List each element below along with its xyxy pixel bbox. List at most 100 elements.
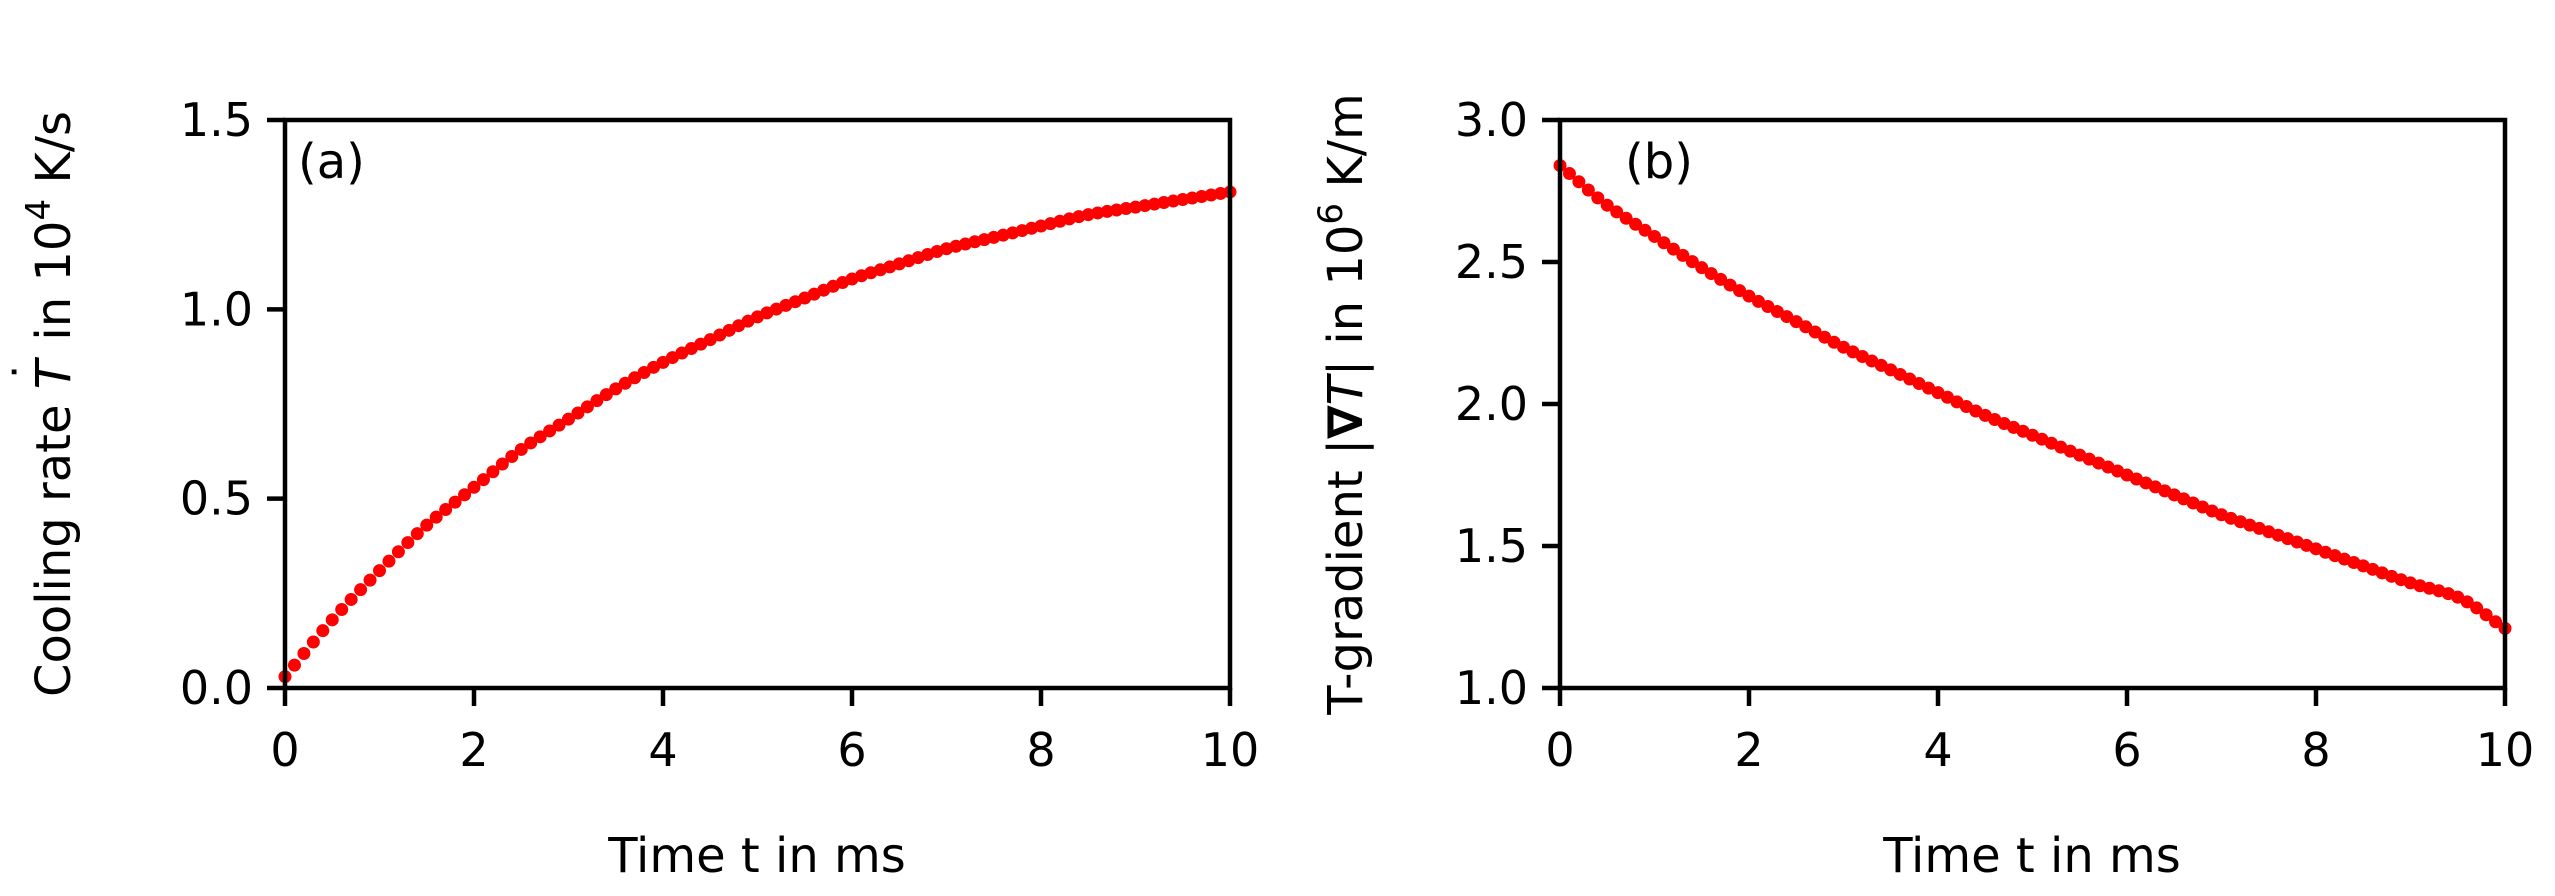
panel-a-y-label-dot: ˙ — [4, 360, 60, 384]
panel-a: 0 2 4 6 8 10 0.0 0.5 1.0 1.5 (a) Time t in ms Co… — [4, 93, 1259, 884]
panel-a-x-tick-label: 6 — [837, 723, 866, 777]
panel-a-x-tick-label: 4 — [648, 723, 677, 777]
panel-b-x-tick-label: 8 — [2301, 723, 2330, 777]
panel-a-y-tick-label: 0.5 — [180, 472, 253, 526]
panel-b-data-point — [1733, 284, 1747, 298]
panel-a-data-point — [373, 564, 386, 578]
panel-a-data-point — [410, 527, 424, 541]
panel-b-label: (b) — [1625, 134, 1693, 190]
panel-a-data-point — [476, 473, 490, 487]
panel-a-data-point — [580, 400, 594, 414]
panel-b-y-tick-label: 1.0 — [1455, 661, 1528, 715]
panel-a-data-point — [524, 436, 538, 450]
panel-a-label: (a) — [298, 134, 365, 190]
panel-a-data-point — [505, 449, 519, 463]
panel-b-data-point — [1629, 217, 1643, 231]
panel-b-y-label-exponent: 6 — [1311, 203, 1351, 225]
panel-b-data-point — [1619, 211, 1633, 225]
panel-b-data-point — [1610, 205, 1624, 219]
panel-a-y-label-unit: K/s — [26, 111, 82, 199]
panel-b-data-point — [1685, 255, 1699, 269]
panel-a-data-point — [325, 613, 339, 627]
panel-b-y-tick-label: 1.5 — [1455, 519, 1528, 573]
panel-a-data-point — [609, 382, 623, 396]
panel-b-y-label-middle: | in 10 — [1318, 225, 1374, 377]
panel-a-x-tick-label: 2 — [459, 723, 488, 777]
panel-a-x-axis-label: Time t in ms — [607, 828, 906, 884]
panel-b-data-point — [1714, 272, 1728, 286]
panel-b-data-points — [1553, 158, 2512, 635]
panel-b-x-ticks: 0 2 4 6 8 10 — [1545, 688, 2534, 777]
panel-b-data-point — [1704, 267, 1718, 281]
panel-a-data-point — [552, 418, 566, 432]
panel-b-data-point — [1695, 261, 1709, 275]
panel-a-data-point — [543, 424, 557, 438]
panel-a-y-ticks: 0.0 0.5 1.0 1.5 — [180, 93, 285, 715]
panel-a-x-ticks: 0 2 4 6 8 10 — [270, 688, 1259, 777]
panel-b-y-label-prefix: T-gradient | — [1318, 439, 1374, 716]
panel-b-data-point — [1666, 242, 1680, 256]
panel-b-data-point — [1657, 236, 1671, 250]
panel-a-data-point — [316, 624, 330, 638]
panel-b-y-tick-label: 3.0 — [1455, 93, 1528, 147]
panel-b-y-label-symbol: T — [1318, 372, 1374, 405]
panel-a-data-point — [335, 602, 349, 616]
panel-b-data-point — [1600, 198, 1614, 212]
panel-a-data-point — [514, 442, 528, 456]
panel-a-data-point — [448, 495, 462, 509]
panel-b-data-point — [1591, 191, 1605, 205]
panel-b-data-point — [1723, 278, 1737, 292]
panel-a-data-point — [571, 406, 585, 420]
panel-b-y-tick-label: 2.5 — [1455, 235, 1528, 289]
panel-b-x-tick-label: 2 — [1734, 723, 1763, 777]
panel-b-data-point — [1799, 320, 1813, 334]
panel-a-data-point — [429, 510, 443, 524]
panel-a-data-point — [354, 583, 368, 597]
panel-a-data-point — [458, 488, 472, 502]
panel-b-y-tick-label: 2.0 — [1455, 377, 1528, 431]
panel-a-plot-frame — [282, 117, 1233, 691]
panel-b-data-point — [1562, 167, 1576, 181]
panel-b-y-label-unit: K/m — [1318, 93, 1374, 203]
panel-a-data-point — [382, 554, 396, 568]
panel-a-data-point — [401, 536, 415, 550]
panel-b-data-point — [1572, 175, 1586, 189]
panel-b-x-axis-label: Time t in ms — [1882, 828, 2181, 884]
panel-a-data-point — [297, 647, 311, 661]
panel-a-x-tick-label: 10 — [1201, 723, 1260, 777]
panel-a-data-point — [439, 503, 453, 517]
panel-a-x-tick-label: 0 — [270, 723, 299, 777]
panel-a-data-point — [287, 658, 301, 672]
panel-b-x-tick-label: 4 — [1923, 723, 1952, 777]
panel-a-data-point — [599, 388, 613, 402]
panel-b-data-point — [2470, 601, 2484, 615]
panel-a-data-point — [306, 635, 320, 649]
panel-a-y-axis-label: Cooling rate T˙ in 104 K/s — [4, 111, 82, 697]
panel-a-y-tick-label: 1.5 — [180, 93, 253, 147]
panel-a-data-point — [495, 457, 509, 471]
panel-a-data-point — [628, 371, 642, 385]
panel-b-data-point — [2460, 595, 2474, 609]
panel-a-data-point — [618, 376, 632, 390]
panel-a-x-tick-label: 8 — [1026, 723, 1055, 777]
panel-b-y-axis-label: T-gradient |∇T| in 106 K/m — [1311, 93, 1374, 715]
panel-b-x-tick-label: 6 — [2112, 723, 2141, 777]
panel-a-data-point — [486, 465, 500, 479]
panel-b-y-ticks: 1.0 1.5 2.0 2.5 3.0 — [1455, 93, 1560, 715]
panel-b-x-tick-label: 0 — [1545, 723, 1574, 777]
panel-a-data-point — [420, 518, 434, 532]
panel-b: 0 2 4 6 8 10 1.0 1.5 2.0 2.5 3.0 (b) Time t in ms… — [1311, 93, 2534, 884]
panel-b-data-point — [1742, 289, 1756, 303]
panel-b-x-tick-label: 10 — [2476, 723, 2535, 777]
panel-a-y-label-prefix: Cooling rate — [26, 389, 82, 697]
panel-a-y-tick-label: 0.0 — [180, 661, 253, 715]
panel-a-y-label-symbol: T — [26, 356, 82, 389]
panel-b-data-point — [2479, 608, 2493, 622]
panel-a-data-point — [590, 394, 604, 408]
panel-b-y-label-nabla: ∇ — [1318, 405, 1374, 439]
panel-a-data-point — [467, 480, 481, 494]
panel-b-data-point — [1638, 223, 1652, 237]
panel-b-data-point — [1676, 248, 1690, 262]
panel-b-data-point — [2489, 615, 2503, 629]
